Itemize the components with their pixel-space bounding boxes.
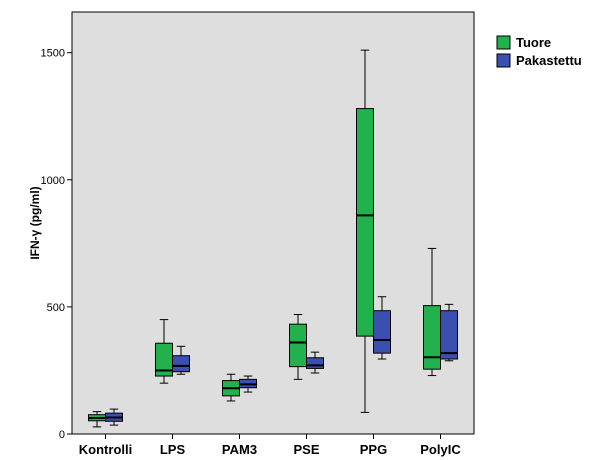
boxes [88, 49, 458, 428]
category-label: PSE [293, 442, 319, 457]
legend-swatch-tuore [496, 35, 511, 50]
legend-label-pakastettu: Pakastettu [516, 53, 582, 68]
box-body [423, 305, 441, 370]
box-body [306, 357, 324, 369]
y-tick-label: 0 [59, 429, 65, 441]
box-body [289, 323, 307, 368]
box-pakastettu-pse [306, 351, 324, 374]
box-tuore-pam3 [222, 373, 240, 402]
legend: Tuore Pakastettu [496, 35, 582, 68]
y-tick-label: 1000 [41, 175, 65, 187]
legend-swatch-pakastettu [496, 53, 511, 68]
box-tuore-ppg [356, 49, 374, 413]
category-label: PolyIC [420, 442, 461, 457]
x-axis: Kontrolli LPS PAM3 PSE PPG PolyIC [79, 434, 461, 457]
plot-area [71, 11, 475, 435]
box-tuore-polyic [423, 247, 441, 377]
box-body [356, 108, 374, 337]
box-pakastettu-lps [172, 345, 190, 375]
box-pakastettu-polyic [440, 303, 458, 362]
box-pakastettu-kontrolli [105, 408, 123, 426]
y-axis: 0 500 1000 1500 [41, 48, 72, 441]
category-label: Kontrolli [79, 442, 132, 457]
box-pakastettu-ppg [373, 296, 391, 360]
box-body [373, 310, 391, 354]
legend-label-tuore: Tuore [516, 35, 551, 50]
y-tick-label: 1500 [41, 48, 65, 60]
category-label: PPG [360, 442, 387, 457]
y-axis-title: IFN-γ (pg/ml) [28, 186, 42, 259]
box-body [172, 355, 190, 373]
box-tuore-kontrolli [88, 411, 106, 428]
category-label: PAM3 [222, 442, 257, 457]
y-tick-label: 500 [47, 302, 65, 314]
box-body [440, 310, 458, 360]
category-label: LPS [160, 442, 186, 457]
box-tuore-pse [289, 314, 307, 380]
box-pakastettu-pam3 [239, 375, 257, 393]
